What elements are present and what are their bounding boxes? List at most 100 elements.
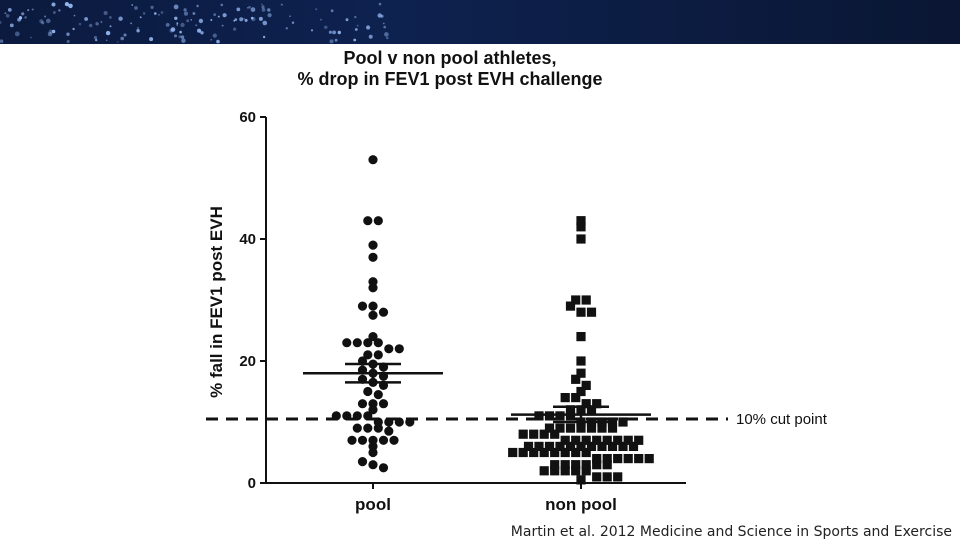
data-point-pool: [378, 463, 389, 473]
banner-dot: [210, 19, 213, 21]
banner-dot: [386, 36, 389, 40]
data-point-non-pool: [623, 435, 633, 445]
banner-dot: [217, 15, 220, 18]
banner-dot: [261, 5, 265, 9]
data-point-non-pool: [592, 472, 602, 482]
banner-dot: [100, 21, 103, 23]
banner-dot: [137, 27, 139, 29]
banner-dot: [183, 8, 187, 12]
banner-dot: [186, 19, 190, 23]
data-point-non-pool: [544, 423, 555, 433]
data-point-pool: [363, 350, 373, 360]
data-point-non-pool: [576, 216, 586, 226]
banner-dot: [328, 30, 332, 34]
banner-dot: [310, 29, 314, 32]
banner-dot: [165, 23, 170, 27]
banner-dot: [105, 30, 111, 36]
banner-dot: [332, 30, 336, 35]
banner-dot: [181, 38, 186, 43]
data-point-non-pool: [586, 405, 597, 415]
banner-dot: [21, 12, 25, 16]
data-point-non-pool: [576, 386, 586, 397]
data-point-non-pool: [613, 435, 623, 445]
data-point-non-pool: [581, 466, 591, 476]
data-point-pool: [357, 457, 368, 467]
banner-dot: [337, 30, 341, 35]
banner-dot: [345, 18, 349, 22]
banner-dot: [7, 7, 12, 12]
banner-dot: [212, 33, 217, 38]
banner-dot: [0, 21, 2, 24]
data-point-non-pool: [581, 380, 591, 390]
banner-dot: [169, 28, 174, 33]
banner-dot: [330, 9, 334, 13]
data-point-pool: [368, 240, 378, 250]
data-point-non-pool: [539, 466, 549, 476]
banner-dot: [93, 36, 98, 40]
data-point-non-pool: [508, 447, 518, 458]
data-point-pool: [368, 252, 378, 262]
data-point-pool: [352, 338, 362, 348]
banner-dot: [384, 32, 389, 37]
y-tick-label: 60: [239, 109, 256, 126]
data-point-pool: [405, 417, 415, 427]
data-point-non-pool: [523, 441, 534, 451]
data-point-pool: [352, 423, 362, 433]
banner-dot: [103, 11, 108, 15]
header-banner: [0, 0, 960, 44]
data-point-pool: [368, 310, 378, 320]
data-point-non-pool: [518, 429, 528, 439]
data-point-non-pool: [576, 356, 586, 366]
banner-dot: [58, 9, 61, 12]
data-point-non-pool: [544, 441, 555, 451]
banner-dot: [216, 39, 220, 44]
banner-dot: [356, 24, 359, 27]
data-point-pool: [384, 426, 394, 436]
data-point-pool: [384, 344, 394, 354]
data-point-non-pool: [550, 429, 560, 439]
data-point-non-pool: [602, 460, 612, 470]
banner-dot: [233, 27, 237, 31]
banner-dot: [246, 6, 249, 9]
data-point-non-pool: [571, 435, 581, 445]
data-point-pool: [368, 301, 378, 311]
data-point-non-pool: [613, 472, 623, 482]
banner-dot: [95, 38, 98, 42]
banner-dot: [261, 3, 263, 6]
banner-dot: [190, 19, 192, 21]
data-point-non-pool: [581, 460, 591, 470]
y-axis-label: % fall in FEV1 post EVH: [207, 206, 226, 398]
banner-dot: [248, 5, 252, 9]
banner-dot: [198, 18, 204, 24]
data-point-non-pool: [581, 295, 591, 305]
data-point-non-pool: [571, 447, 581, 458]
data-point-non-pool: [644, 454, 654, 464]
banner-dot: [378, 2, 382, 6]
data-point-non-pool: [602, 435, 612, 445]
chart-title-line1: Pool v non pool athletes,: [343, 48, 557, 68]
banner-dot: [250, 16, 254, 20]
banner-dot: [14, 31, 20, 37]
data-point-pool: [357, 301, 368, 311]
banner-dot: [44, 15, 47, 18]
data-point-pool: [363, 386, 373, 397]
banner-dot: [4, 12, 7, 15]
data-point-non-pool: [634, 454, 644, 464]
data-point-non-pool: [581, 435, 591, 445]
data-point-pool: [368, 460, 378, 470]
data-point-non-pool: [571, 374, 581, 384]
data-point-non-pool: [539, 447, 549, 458]
banner-dot: [158, 14, 160, 16]
data-point-pool: [363, 411, 373, 421]
data-point-non-pool: [565, 441, 576, 451]
data-point-non-pool: [571, 460, 581, 470]
data-point-non-pool: [571, 295, 581, 305]
data-point-non-pool: [618, 441, 628, 451]
data-point-pool: [368, 155, 378, 165]
banner-dot: [220, 3, 224, 7]
data-point-non-pool: [592, 435, 602, 445]
banner-dot: [46, 18, 51, 24]
banner-dot: [5, 14, 10, 18]
banner-dot: [200, 31, 204, 35]
